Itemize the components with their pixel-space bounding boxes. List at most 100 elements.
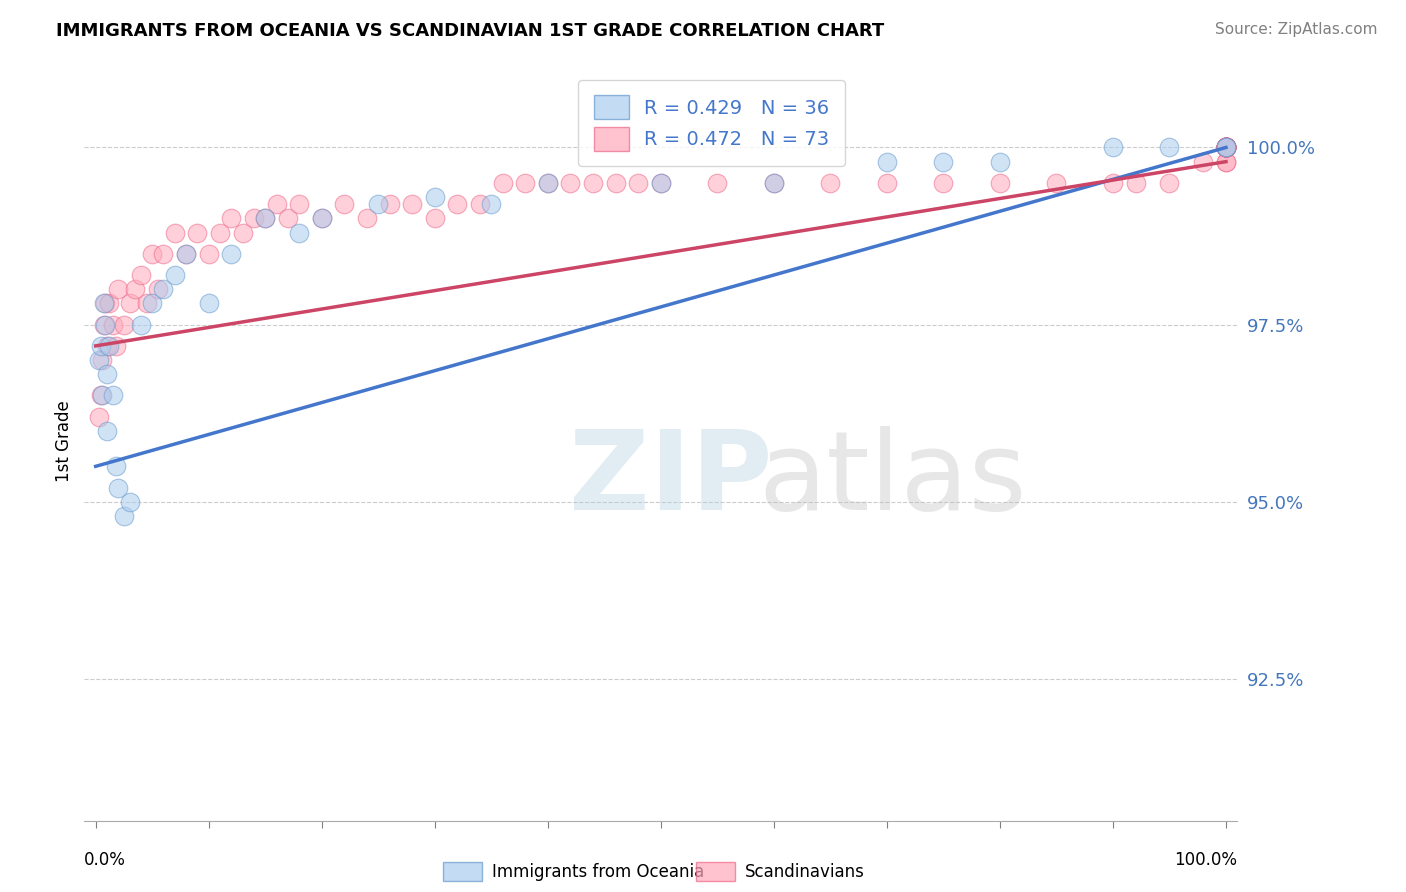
Point [311, 211, 333, 226]
Point [197, 246, 219, 260]
Point [515, 176, 537, 190]
Point [1215, 140, 1237, 154]
Point [1215, 140, 1237, 154]
Point [146, 282, 169, 296]
Point [1159, 176, 1181, 190]
Point [163, 268, 186, 282]
Point [87, 409, 110, 424]
Point [762, 176, 785, 190]
Text: 0.0%: 0.0% [84, 851, 127, 869]
Point [129, 318, 152, 332]
Point [1159, 140, 1181, 154]
Text: 100.0%: 100.0% [1174, 851, 1237, 869]
Point [537, 176, 560, 190]
Point [288, 197, 311, 211]
Point [277, 211, 299, 226]
Point [932, 154, 955, 169]
Text: IMMIGRANTS FROM OCEANIA VS SCANDINAVIAN 1ST GRADE CORRELATION CHART: IMMIGRANTS FROM OCEANIA VS SCANDINAVIAN … [56, 22, 884, 40]
Point [93, 318, 115, 332]
Point [105, 459, 128, 474]
Point [479, 197, 502, 211]
Point [90, 339, 112, 353]
Point [91, 388, 114, 402]
Point [1125, 176, 1147, 190]
Point [1102, 140, 1125, 154]
Point [163, 226, 186, 240]
Point [174, 246, 197, 260]
Point [90, 388, 112, 402]
Point [650, 176, 672, 190]
Point [988, 176, 1011, 190]
Text: atlas: atlas [759, 426, 1028, 533]
Point [876, 154, 898, 169]
Point [650, 176, 672, 190]
Point [491, 176, 513, 190]
Point [1102, 176, 1125, 190]
Point [93, 318, 115, 332]
Point [1215, 140, 1237, 154]
Point [988, 154, 1011, 169]
Point [112, 508, 135, 523]
Point [105, 339, 128, 353]
Point [243, 211, 266, 226]
Point [1192, 154, 1215, 169]
Point [1215, 140, 1237, 154]
Point [762, 176, 785, 190]
Point [98, 339, 121, 353]
Point [1215, 140, 1237, 154]
Legend: R = 0.429   N = 36, R = 0.472   N = 73: R = 0.429 N = 36, R = 0.472 N = 73 [578, 79, 845, 166]
Point [378, 197, 401, 211]
Point [232, 226, 254, 240]
Point [254, 211, 277, 226]
Point [135, 296, 157, 310]
Point [107, 481, 129, 495]
Point [186, 226, 208, 240]
Point [266, 197, 288, 211]
Point [221, 246, 243, 260]
Point [93, 296, 115, 310]
Y-axis label: 1st Grade: 1st Grade [55, 401, 73, 483]
Point [141, 296, 163, 310]
Point [152, 282, 174, 296]
Point [1215, 140, 1237, 154]
Point [152, 246, 174, 260]
Point [87, 353, 110, 368]
Text: Source: ZipAtlas.com: Source: ZipAtlas.com [1215, 22, 1378, 37]
Point [208, 226, 231, 240]
Point [221, 211, 243, 226]
Point [1215, 140, 1237, 154]
Point [401, 197, 423, 211]
Point [1215, 140, 1237, 154]
Point [1215, 140, 1237, 154]
Point [1215, 140, 1237, 154]
Point [174, 246, 197, 260]
Point [118, 495, 141, 509]
Point [446, 197, 468, 211]
Point [1215, 154, 1237, 169]
Point [101, 388, 124, 402]
Point [1045, 176, 1067, 190]
Point [141, 246, 163, 260]
Point [1215, 140, 1237, 154]
Point [91, 353, 114, 368]
Point [605, 176, 627, 190]
Point [288, 226, 311, 240]
Point [254, 211, 277, 226]
Point [197, 296, 219, 310]
Text: Immigrants from Oceania: Immigrants from Oceania [492, 863, 704, 881]
Point [537, 176, 560, 190]
Point [706, 176, 728, 190]
Point [468, 197, 491, 211]
Point [112, 318, 135, 332]
Point [124, 282, 146, 296]
Point [98, 296, 121, 310]
Point [423, 190, 446, 204]
Point [101, 318, 124, 332]
Point [582, 176, 605, 190]
Point [356, 211, 378, 226]
Point [1215, 140, 1237, 154]
Point [118, 296, 141, 310]
Point [311, 211, 333, 226]
Point [1215, 140, 1237, 154]
Point [1215, 140, 1237, 154]
